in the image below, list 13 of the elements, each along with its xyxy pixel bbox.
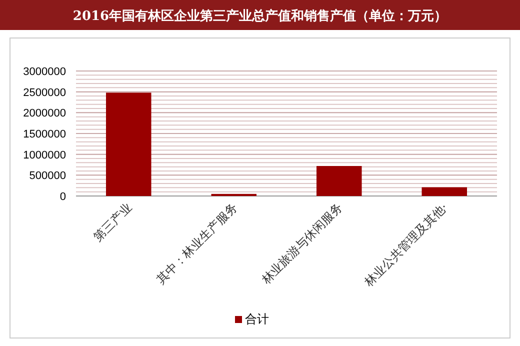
y-tick-label: 1000000 (23, 149, 66, 162)
x-tick-label: 第三产业 (90, 200, 135, 244)
x-tick-label: 林业公共管理及其他· (360, 200, 450, 290)
title: 2016年国有林区企业第三产业总产值和销售产值（单位：万元） (72, 9, 448, 24)
y-tick-label: 0 (60, 191, 66, 203)
x-tick-label: 其中：林业生产服务 (154, 200, 240, 286)
x-tick-label: 林业旅游与休闲服务 (258, 200, 346, 288)
y-tick-label: 3000000 (23, 66, 66, 78)
legend-label: 合计 (245, 312, 269, 326)
y-tick-label: 2500000 (23, 86, 66, 99)
y-tick-label: 1500000 (23, 128, 66, 140)
y-tick-label: 500000 (29, 170, 66, 182)
y-tick-label: 2000000 (23, 108, 66, 120)
